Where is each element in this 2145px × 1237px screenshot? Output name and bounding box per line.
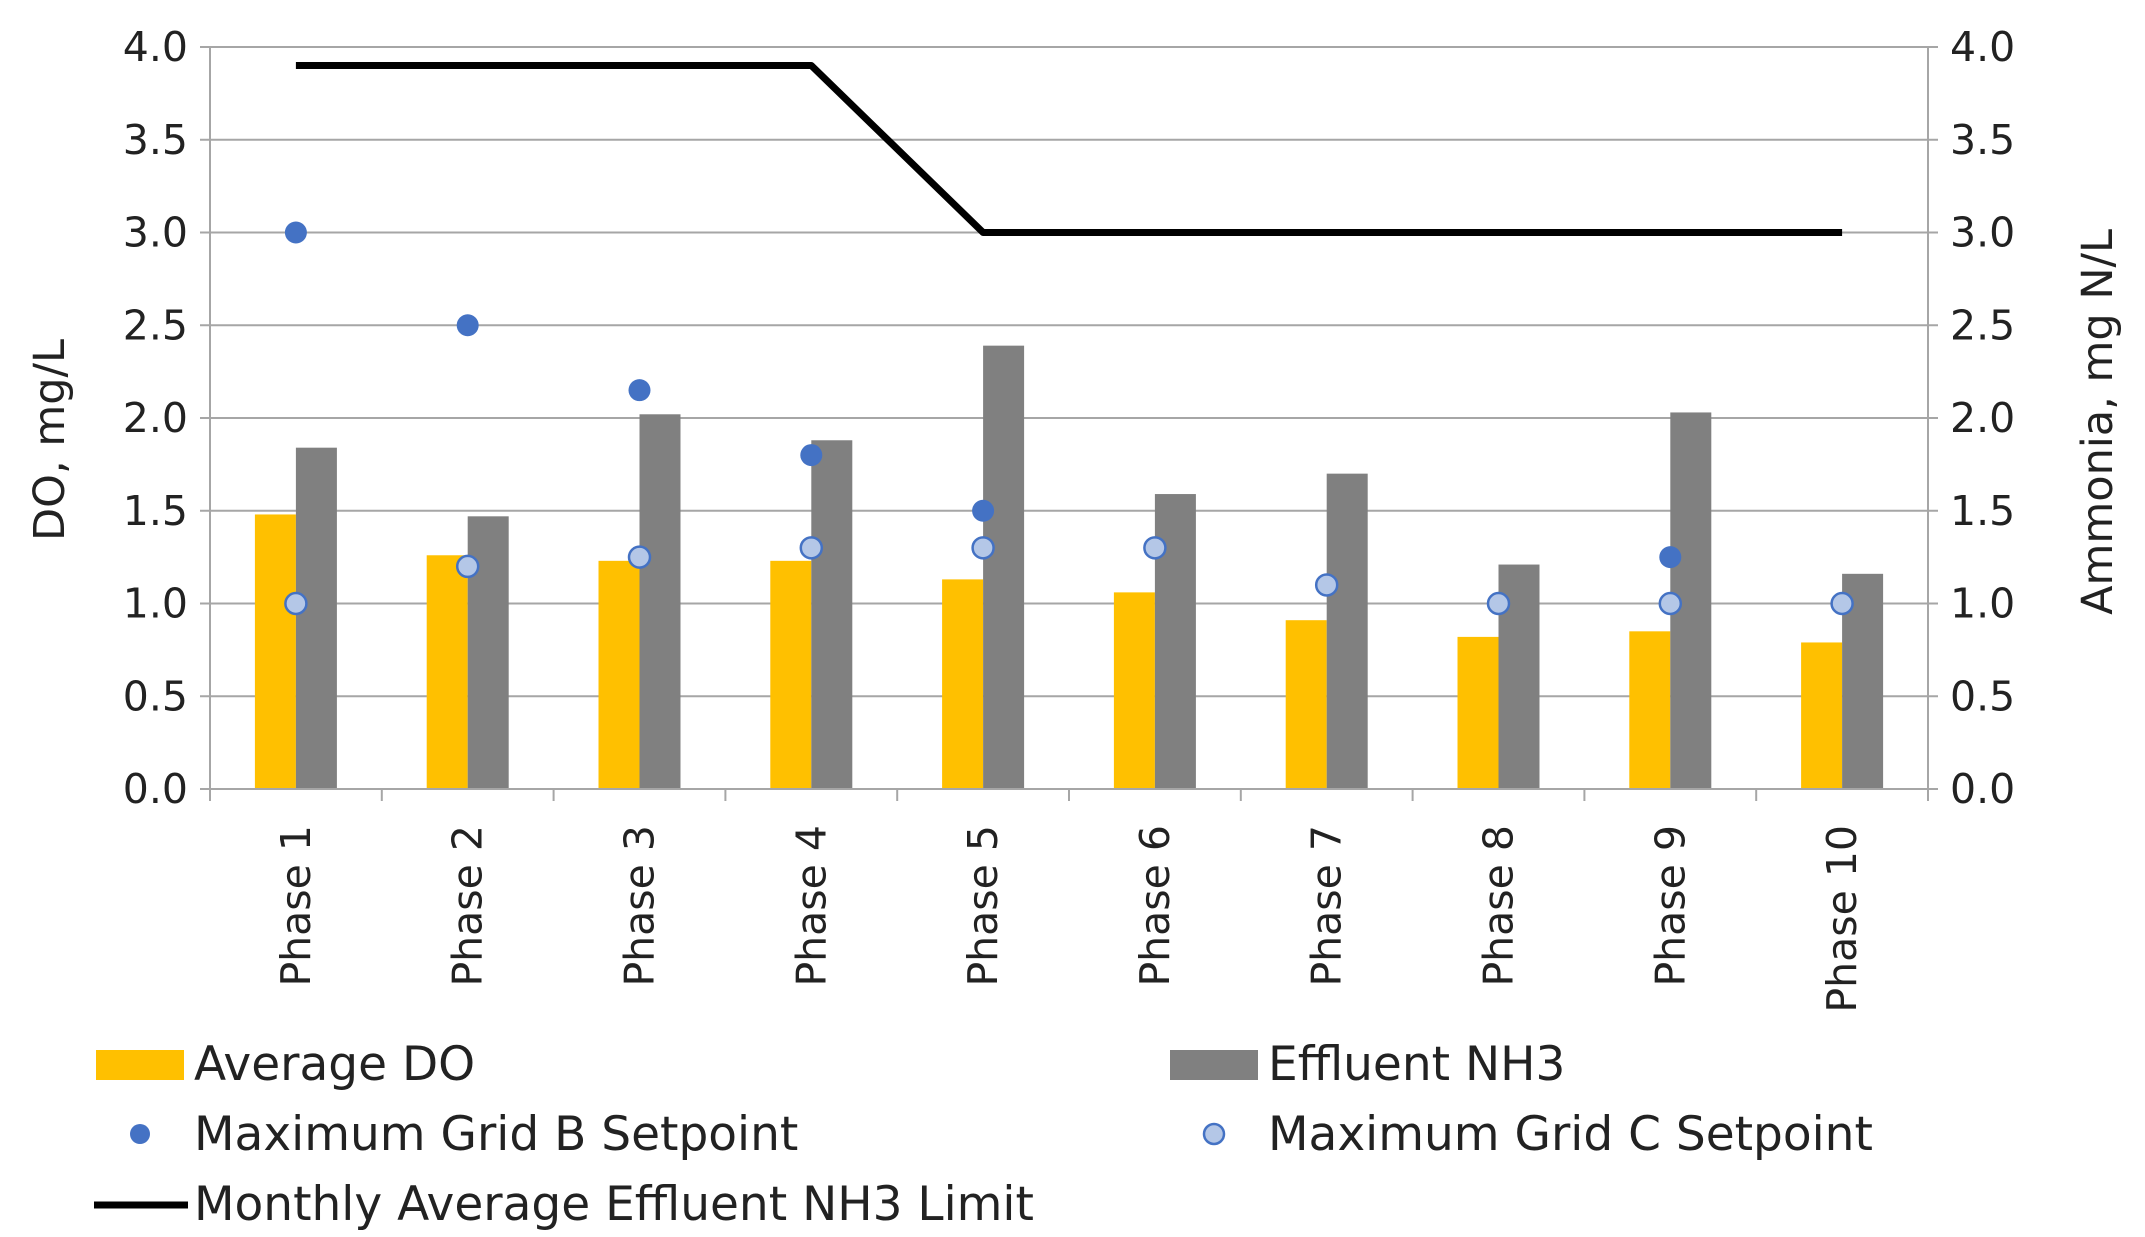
right-y-tick-label: 1.5 [1950, 487, 2015, 535]
average-do-bar [1285, 620, 1327, 789]
effluent-nh3-bar [811, 440, 853, 789]
average-do-bar [1113, 592, 1155, 789]
legend-label-grid-b: Maximum Grid B Setpoint [194, 1107, 798, 1162]
legend-marker-grid-c [1202, 1122, 1226, 1146]
effluent-nh3-bar [983, 345, 1025, 789]
average-do-bar [1801, 642, 1843, 789]
right-y-tick-label: 2.5 [1950, 301, 2015, 349]
left-y-tick-label: 3.0 [123, 209, 188, 257]
x-tick-label: Phase 9 [1646, 825, 1694, 987]
x-tick-label: Phase 8 [1475, 825, 1523, 987]
right-y-tick-label: 4.0 [1950, 23, 2015, 71]
average-do-bar [770, 560, 812, 789]
x-tick-label: Phase 6 [1131, 825, 1179, 987]
x-tick-label: Phase 7 [1303, 825, 1351, 987]
x-tick-label: Phase 2 [444, 825, 492, 987]
grid-c-point [1314, 573, 1339, 597]
nh3-limit-polyline [295, 62, 1843, 236]
right-y-tick-label: 3.5 [1950, 116, 2015, 164]
nh3-limit-line [295, 62, 1843, 236]
legend-label-effluent-nh3: Effluent NH3 [1268, 1037, 1565, 1092]
legend: Average DO Effluent NH3 Maximum Grid B S… [94, 1037, 1873, 1232]
right-y-tick-label: 2.0 [1950, 394, 2015, 442]
left-y-tick-label: 2.0 [123, 394, 188, 442]
average-do-bar [1457, 636, 1499, 789]
average-do-bar [254, 514, 296, 789]
effluent-nh3-bar [639, 414, 681, 789]
x-tick-labels: Phase 1 Phase 2 Phase 3 Phase 4 Phase 5 Phase… [272, 825, 1866, 1013]
effluent-nh3-bar [1326, 473, 1368, 789]
axes [200, 46, 1938, 801]
grid-c-point [799, 536, 824, 560]
average-do-bar [598, 560, 640, 789]
average-do-bar [942, 579, 984, 789]
grid-b-point [456, 314, 479, 337]
left-y-tick-label: 3.5 [123, 116, 188, 164]
grid-b-point [628, 379, 651, 402]
right-y-tick-label: 1.0 [1950, 580, 2015, 628]
average-do-bar [426, 555, 468, 789]
right-y-tick-label: 3.0 [1950, 209, 2015, 257]
average-do-bar [1629, 631, 1671, 789]
legend-swatch-average-do [96, 1050, 184, 1080]
legend-marker-grid-b [130, 1124, 150, 1144]
right-axis-title: Ammonia, mg N/L [2073, 229, 2123, 615]
x-tick-label: Phase 5 [959, 825, 1007, 987]
grid-c-point [1658, 591, 1683, 616]
right-y-tick-labels: 0.0 0.5 1.0 1.5 2.0 2.5 3.0 3.5 4.0 [1950, 23, 2015, 813]
left-y-tick-label: 1.5 [123, 487, 188, 535]
grid-c-point [1830, 591, 1854, 616]
legend-label-grid-c: Maximum Grid C Setpoint [1268, 1107, 1873, 1162]
legend-swatch-effluent-nh3 [1170, 1050, 1258, 1080]
x-tick-label: Phase 10 [1818, 825, 1866, 1013]
grid-b-point [800, 444, 823, 467]
left-y-tick-label: 2.5 [123, 301, 188, 349]
grid-c-points [284, 536, 1854, 616]
grid-c-point [284, 591, 308, 616]
legend-label-nh3-limit: Monthly Average Effluent NH3 Limit [194, 1177, 1034, 1232]
right-y-tick-label: 0.0 [1950, 765, 2015, 813]
average-do-bars [254, 514, 1843, 789]
grid-b-point [1659, 546, 1682, 569]
effluent-nh3-bars [295, 345, 1884, 789]
left-y-tick-labels: 0.0 0.5 1.0 1.5 2.0 2.5 3.0 3.5 4.0 [123, 23, 188, 813]
left-y-tick-label: 1.0 [123, 580, 188, 628]
grid-b-point [972, 499, 995, 522]
left-y-tick-label: 0.0 [123, 765, 188, 813]
grid-c-point [455, 554, 480, 579]
x-tick-label: Phase 3 [616, 825, 664, 987]
x-tick-label: Phase 1 [272, 825, 320, 987]
grid-c-point [1486, 591, 1511, 616]
right-y-tick-label: 0.5 [1950, 672, 2015, 720]
grid-b-point [284, 221, 307, 244]
left-y-tick-label: 4.0 [123, 23, 188, 71]
grid-c-point [1143, 536, 1167, 560]
legend-label-average-do: Average DO [194, 1037, 475, 1092]
effluent-nh3-bar [295, 447, 337, 789]
left-axis-title: DO, mg/L [25, 339, 75, 541]
left-y-tick-label: 0.5 [123, 672, 188, 720]
grid-c-point [627, 545, 652, 569]
grid-b-points [284, 221, 1682, 569]
grid-c-point [971, 536, 995, 560]
x-tick-label: Phase 4 [787, 825, 835, 987]
